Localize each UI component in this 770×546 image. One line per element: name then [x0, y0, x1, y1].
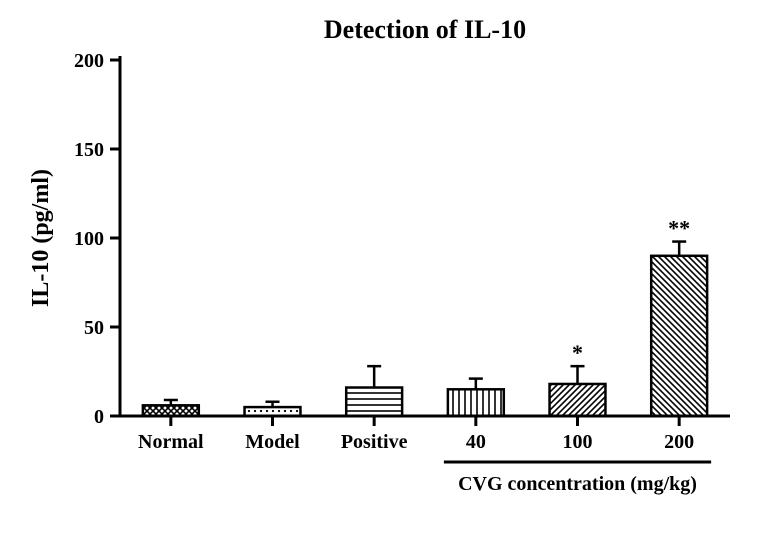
y-axis-label: IL-10 (pg/ml) [28, 169, 54, 307]
ytick-label: 50 [84, 317, 104, 339]
xtick-label-3: 40 [466, 431, 486, 453]
xtick-label-5: 200 [664, 431, 694, 453]
chart-svg: Normal Model Positive 40 * 100 ** 200 0 50 100 150 2… [0, 0, 770, 546]
xtick-label-1: Model [245, 431, 300, 453]
sig-4: * [572, 340, 583, 365]
sig-5: ** [668, 216, 690, 241]
ytick-label: 150 [74, 139, 104, 161]
xtick-label-0: Normal [138, 431, 204, 453]
group-label: CVG concentration (mg/kg) [458, 473, 697, 495]
chart-title: Detection of IL-10 [324, 15, 526, 44]
ytick-label: 0 [94, 406, 104, 428]
ytick-label: 200 [74, 50, 104, 72]
bar-chart: Normal Model Positive 40 * 100 ** 200 0 50 100 150 2… [0, 0, 770, 546]
ytick-label: 100 [74, 228, 104, 250]
xtick-label-2: Positive [341, 431, 408, 453]
xtick-label-4: 100 [563, 431, 593, 453]
